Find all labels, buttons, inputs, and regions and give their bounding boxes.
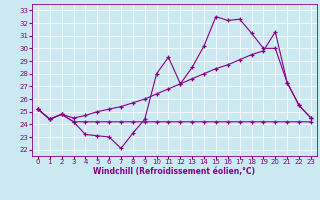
X-axis label: Windchill (Refroidissement éolien,°C): Windchill (Refroidissement éolien,°C): [93, 167, 255, 176]
